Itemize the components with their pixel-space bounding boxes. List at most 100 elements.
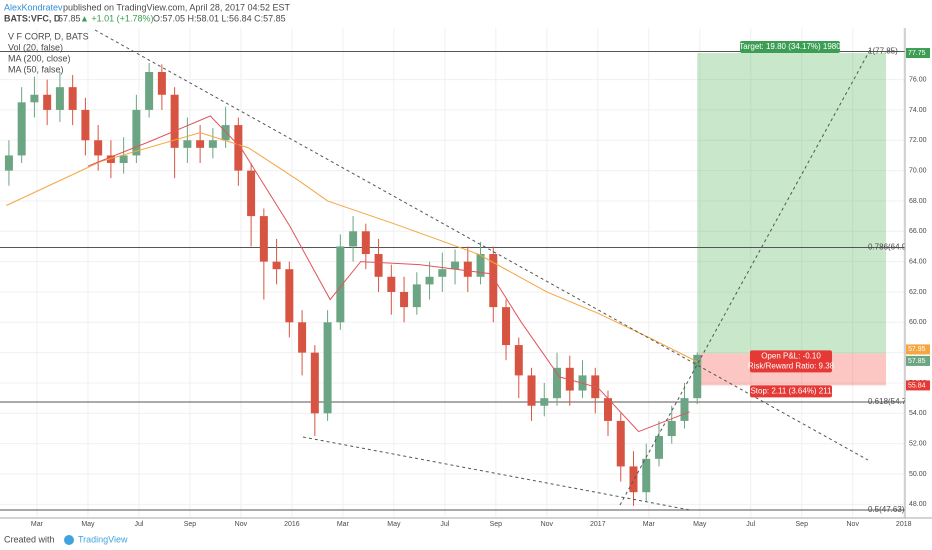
candle-body	[667, 420, 676, 437]
y-tick-label: 50.00	[909, 471, 927, 478]
legend-ma: MA (200, close)	[8, 53, 71, 63]
candle-body	[502, 307, 511, 346]
published: published on TradingView.com, April 28, …	[63, 2, 290, 12]
last-price: 57.85	[58, 13, 81, 23]
candle-body	[540, 398, 549, 406]
candle-body	[43, 94, 52, 110]
footer: Created with TradingView	[4, 534, 128, 545]
price-tag: 77.75	[906, 48, 930, 59]
price-tag-bg	[906, 344, 930, 355]
candle-body	[157, 71, 166, 95]
plot	[0, 28, 905, 518]
candle-body	[412, 284, 421, 308]
fib-label: 0.618(54.7	[868, 397, 907, 406]
candle-body	[272, 261, 281, 270]
candle-body	[527, 375, 536, 406]
x-tick-label: Nov	[847, 521, 860, 528]
candle-body	[323, 322, 332, 414]
candle-body	[170, 94, 179, 148]
candle-body	[106, 155, 115, 164]
footer-text: Created with	[4, 534, 55, 544]
candle-body	[374, 254, 383, 277]
x-tick-label: Jul	[746, 521, 755, 528]
x-tick-label: Mar	[643, 521, 656, 528]
logo	[64, 535, 74, 545]
x-tick-label: Mar	[31, 521, 44, 528]
candle-body	[565, 367, 574, 391]
y-tick-label: 64.00	[909, 258, 927, 265]
price-tag-label: 77.75	[908, 50, 926, 57]
candle-body	[642, 458, 651, 493]
candle-body	[132, 109, 141, 156]
fib-label: 0.5(47.63)	[868, 505, 905, 514]
x-tick-label: Jul	[440, 521, 449, 528]
candle-body	[30, 94, 39, 103]
candle-body	[285, 269, 294, 323]
candle-body	[349, 231, 358, 247]
candle-body	[259, 216, 268, 262]
candle-body	[451, 261, 460, 270]
candle-body	[400, 291, 409, 308]
candle-body	[654, 436, 663, 459]
x-tick-label: Sep	[796, 521, 809, 528]
y-tick-label: 68.00	[909, 198, 927, 205]
candle-body	[680, 398, 689, 421]
x-tick-label: 2016	[284, 521, 300, 528]
candle-body	[55, 87, 64, 110]
legend-ma: MA (50, false)	[8, 64, 64, 74]
axes: 48.0050.0052.0054.0056.0058.0060.0062.00…	[31, 76, 927, 527]
moving-average	[6, 132, 698, 363]
candle-body	[693, 354, 702, 399]
x-tick-label: Sep	[490, 521, 503, 528]
change: ▲ +1.01 (+1.78%)	[80, 13, 153, 23]
y-tick-label: 72.00	[909, 137, 927, 144]
y-tick-label: 62.00	[909, 289, 927, 296]
candle-body	[387, 276, 396, 292]
fib-label: 0.786(64.9	[868, 243, 907, 252]
candle-body	[425, 276, 434, 285]
candle-body	[4, 155, 13, 171]
candle-body	[361, 231, 370, 255]
footer-brand[interactable]: TradingView	[78, 534, 128, 544]
position-label-bg	[750, 350, 832, 373]
header: AlexKondratev published on TradingView.c…	[4, 2, 290, 74]
overlay: 1(77.85) 0.786(64.9 0.618(54.7 0.5(47.63) Ta…	[739, 41, 907, 514]
price-tag-bg	[906, 355, 930, 366]
candle-body	[336, 246, 345, 323]
candle-body	[183, 140, 192, 148]
candle-body	[68, 87, 77, 110]
moving-average	[87, 115, 690, 433]
candle-body	[489, 254, 498, 308]
author[interactable]: AlexKondratev	[4, 2, 63, 12]
candle-body	[221, 125, 230, 141]
y-tick-label: 76.00	[909, 76, 927, 83]
candle-body	[310, 352, 319, 414]
y-tick-label: 60.00	[909, 319, 927, 326]
y-tick-label: 74.00	[909, 107, 927, 114]
x-tick-label: Mar	[337, 521, 350, 528]
target-label: Target: 19.80 (34.17%) 1980	[739, 42, 841, 51]
candle-body	[119, 155, 128, 164]
candle-body	[438, 269, 447, 277]
candle-body	[604, 398, 613, 421]
y-tick-label: 52.00	[909, 441, 927, 448]
candle-body	[553, 367, 562, 399]
x-tick-label: 2018	[896, 521, 912, 528]
ohlc: O:57.05 H:58.01 L:56.84 C:57.85	[153, 13, 286, 23]
y-tick-label: 70.00	[909, 167, 927, 174]
candle-body	[298, 322, 307, 353]
candle-body	[463, 261, 472, 277]
candle-body	[247, 170, 256, 217]
stop-label: Stop: 2.11 (3.64%) 211	[750, 387, 832, 396]
x-tick-label: May	[693, 521, 707, 528]
price-axis	[905, 28, 932, 518]
candle-body	[17, 102, 26, 156]
candle-body	[81, 109, 90, 141]
x-tick-label: May	[387, 521, 401, 528]
candle-body	[476, 254, 485, 277]
x-tick-label: May	[81, 521, 95, 528]
price-tag: 55.84	[906, 380, 930, 391]
fib-label: 1(77.85)	[868, 47, 898, 56]
candle-body	[196, 140, 205, 148]
